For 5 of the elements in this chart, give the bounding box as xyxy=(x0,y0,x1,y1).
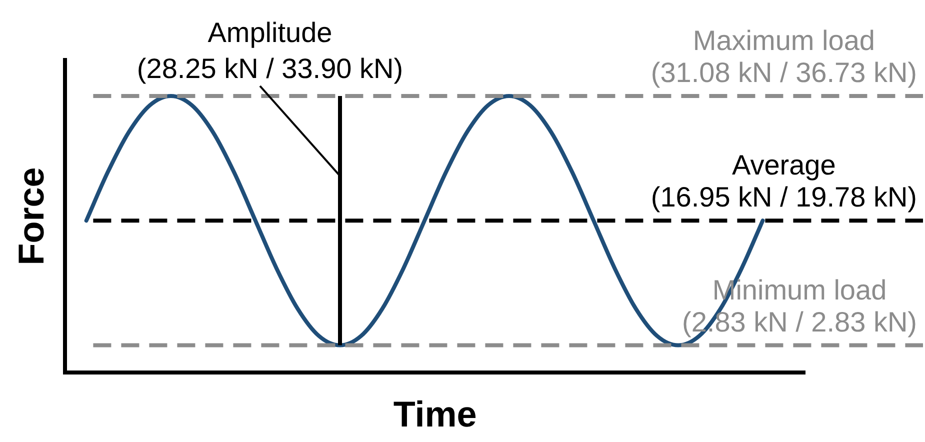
y-axis-title: Force xyxy=(10,167,52,266)
text: Amplitude (28.25 kN / 33.90 kN) xyxy=(136,17,404,84)
x-axis-title: Time xyxy=(393,393,477,434)
ref-line-label: Average (16.95 kN / 19.78 kN) xyxy=(650,150,917,213)
ref-line-label: Maximum load (31.08 kN / 36.73 kN) xyxy=(650,24,917,88)
